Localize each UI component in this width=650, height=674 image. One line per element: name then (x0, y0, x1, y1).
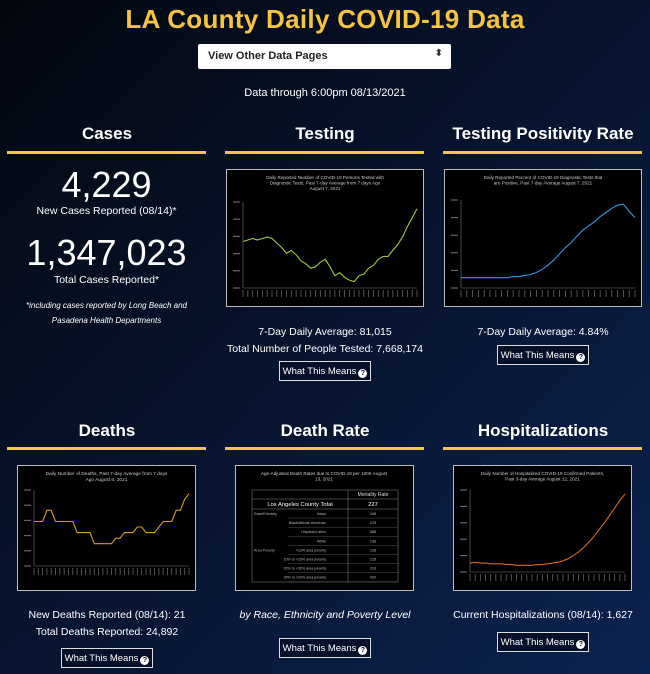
cases-title: Cases (81, 124, 133, 143)
updown-arrow-icon: ⬍ (434, 48, 443, 59)
deaths-what-this-means-button[interactable]: What This Means? (61, 648, 153, 668)
cases-footnote: *including cases reported by Long Beach … (26, 301, 187, 325)
chart-title: Daily Reported Percent of COVID-19 Diagn… (484, 175, 603, 186)
total-cases-label: Total Cases Reported* (53, 274, 160, 286)
table-row-value: 420 (370, 576, 376, 580)
death-rate-what-this-means-button[interactable]: What This Means? (279, 638, 371, 658)
positivity-what-this-means-button[interactable]: What This Means? (497, 345, 589, 365)
button-label: What This Means (282, 643, 357, 654)
series-line (34, 493, 190, 545)
chart-title-line: Daily Number of Deaths, Past 7-day Avera… (46, 471, 168, 477)
death-rate-title: Death Rate (280, 421, 370, 440)
button-label: What This Means (500, 637, 575, 648)
table-group-label: Area Poverty (254, 548, 275, 552)
testing-total: Total Number of People Tested: 7,668,174 (227, 343, 423, 355)
hospitalizations-what-this-means-button[interactable]: What This Means? (497, 632, 589, 652)
chart-title-line: Diagnostic Tests, Past 7-day Average fro… (270, 181, 381, 186)
positivity-divider (443, 151, 642, 154)
table-row-value: 313 (370, 567, 376, 571)
table-row-label: 30% to 100% area poverty (284, 576, 327, 580)
table-row-value: 165 (370, 512, 376, 516)
table-row-value: 219 (370, 521, 376, 525)
series-line (469, 493, 626, 566)
table-title-line: 13, 2021 (315, 477, 333, 482)
chart-title-line: Ago August 6, 2021 (86, 477, 128, 483)
cases-divider (7, 151, 206, 154)
question-icon: ? (358, 369, 368, 378)
chart-title: Daily Number of Hospitalized COVID-19 Co… (481, 471, 604, 482)
total-deaths: Total Deaths Reported: 24,892 (35, 626, 179, 638)
chart-title-line: August 7, 2021 (310, 186, 341, 191)
hospitalizations-divider (443, 447, 642, 450)
testing-divider (225, 151, 424, 154)
new-cases-label: New Cases Reported (08/14)* (36, 205, 177, 217)
testing-title: Testing (295, 124, 355, 143)
table-row-value: 128 (370, 548, 376, 552)
table-row-value: 368 (370, 530, 376, 534)
table-row-label: 10% to <20% area poverty (284, 558, 327, 562)
chart-title-line: are Positive, Past 7-day Average August … (494, 181, 593, 186)
select-value: View Other Data Pages (208, 50, 328, 62)
positivity-chart-svg: Daily Reported Percent of COVID-19 Diagn… (451, 175, 636, 297)
table-col-header: Mortality Rate (358, 492, 389, 498)
table-row-label: 20% to <30% area poverty (284, 567, 327, 571)
button-label: What This Means (64, 653, 139, 664)
new-deaths: New Deaths Reported (08/14): 21 (28, 609, 186, 621)
table-row-label: Asian (317, 512, 326, 516)
death-rate-divider (225, 447, 424, 450)
table-title: Age-Adjusted Death Rates due to COVID-19… (261, 471, 388, 482)
death-rate-caption: by Race, Ethnicity and Poverty Level (239, 609, 411, 621)
positivity-chart[interactable]: Daily Reported Percent of COVID-19 Diagn… (444, 169, 642, 307)
question-icon: ? (140, 656, 150, 665)
current-hospitalizations: Current Hospitalizations (08/14): 1,627 (453, 609, 633, 621)
chart-title-line: Daily Reported Percent of COVID-19 Diagn… (484, 175, 603, 180)
table-row-label: Hispanic/Latino (301, 530, 326, 534)
series-line (242, 208, 418, 283)
chart-title-line: Daily Reported Number of COVID-19 Person… (266, 175, 384, 180)
table-row-label: White (317, 539, 326, 543)
hospitalizations-title: Hospitalizations (477, 421, 609, 440)
table-title-line: Age-Adjusted Death Rates due to COVID-19… (261, 471, 388, 476)
data-through-text: Data through 6:00pm 08/13/2021 (244, 87, 406, 99)
chart-title-line: Daily Number of Hospitalized COVID-19 Co… (481, 471, 604, 476)
chart-title-line: Past 3-day Average August 12, 2021 (505, 477, 580, 482)
positivity-title: Testing Positivity Rate (452, 124, 634, 143)
series-line (461, 203, 636, 279)
total-cases-value: 1,347,023 (26, 232, 187, 273)
table-row-label: Black/African American (289, 521, 326, 525)
question-icon: ? (358, 646, 368, 655)
deaths-divider (7, 447, 206, 450)
question-icon: ? (576, 353, 586, 362)
deaths-chart[interactable]: Daily Number of Deaths, Past 7-day Avera… (17, 465, 196, 591)
testing-chart-svg: Daily Reported Number of COVID-19 Person… (233, 175, 418, 297)
deaths-title: Deaths (78, 421, 136, 440)
chart-title: Daily Number of Deaths, Past 7-day Avera… (46, 471, 168, 483)
testing-what-this-means-button[interactable]: What This Means? (279, 361, 371, 381)
button-label: What This Means (282, 366, 357, 377)
positivity-average: 7-Day Daily Average: 4.84% (477, 326, 609, 338)
table-row-label: <10% area poverty (296, 548, 326, 552)
other-pages-select[interactable]: View Other Data Pages ⬍ (198, 44, 451, 69)
death-rate-table-svg: Age-Adjusted Death Rates due to COVID-19… (251, 471, 399, 583)
deaths-chart-svg: Daily Number of Deaths, Past 7-day Avera… (24, 471, 190, 575)
table-row-value: 136 (370, 539, 376, 543)
button-label: What This Means (500, 350, 575, 361)
hospitalizations-chart[interactable]: Daily Number of Hospitalized COVID-19 Co… (453, 465, 632, 591)
table-total-value: 227 (368, 502, 378, 508)
chart-title: Daily Reported Number of COVID-19 Person… (266, 175, 384, 191)
table-total-label: Los Angeles County Total (267, 502, 332, 508)
table-group-label: Race/Ethnicity (254, 512, 277, 516)
testing-chart[interactable]: Daily Reported Number of COVID-19 Person… (226, 169, 424, 307)
new-cases-value: 4,229 (61, 164, 152, 205)
testing-average: 7-Day Daily Average: 81,015 (258, 326, 392, 338)
page-title: LA County Daily COVID-19 Data (125, 4, 525, 34)
hospitalizations-chart-svg: Daily Number of Hospitalized COVID-19 Co… (460, 471, 626, 581)
question-icon: ? (576, 640, 586, 649)
death-rate-table-image[interactable]: Age-Adjusted Death Rates due to COVID-19… (235, 465, 414, 591)
table-row-value: 215 (370, 558, 376, 562)
